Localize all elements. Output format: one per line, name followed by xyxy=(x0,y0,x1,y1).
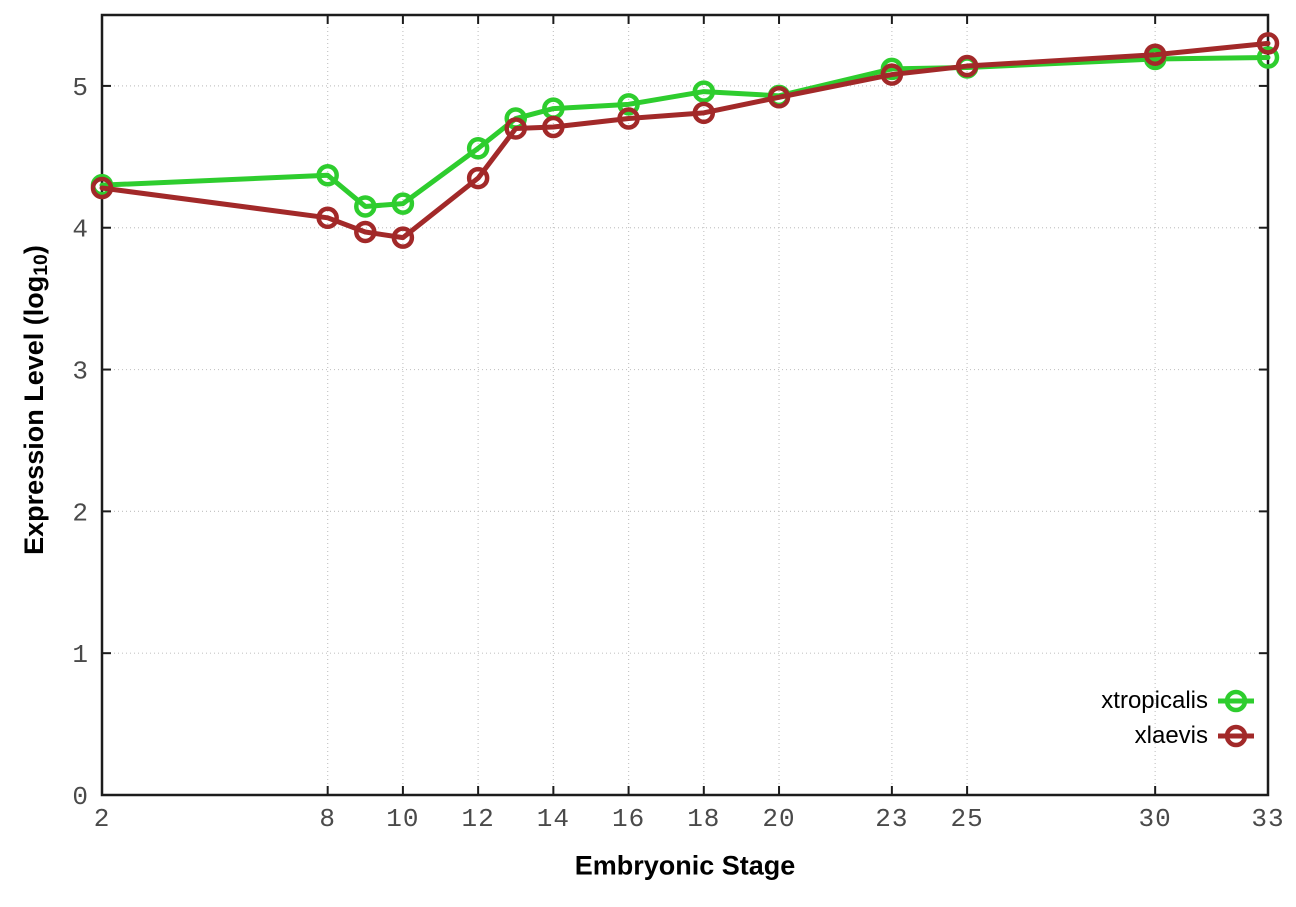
legend-label: xtropicalis xyxy=(1101,687,1208,714)
series-xtropicalis-point xyxy=(617,93,640,116)
legend-label: xlaevis xyxy=(1134,722,1208,749)
series-xtropicalis-point xyxy=(1256,46,1280,69)
y-axis-title-text: Expression Level (log xyxy=(18,275,49,555)
line-marker-swatch-icon xyxy=(1218,689,1254,713)
series-xtropicalis-point xyxy=(692,80,716,103)
y-axis-title-close: ) xyxy=(18,245,49,255)
x-tick-label: 23 xyxy=(875,804,908,834)
legend-item-xlaevis: xlaevis xyxy=(1135,722,1256,750)
series-xlaevis-point xyxy=(316,206,339,230)
x-tick-label: 16 xyxy=(612,804,645,834)
series-xlaevis-point xyxy=(90,176,114,200)
x-tick-label: 30 xyxy=(1139,804,1172,834)
y-tick-label: 1 xyxy=(72,640,89,670)
x-tick-label: 14 xyxy=(537,804,570,834)
x-tick-label: 33 xyxy=(1251,804,1284,834)
series-xlaevis-line xyxy=(99,40,1271,241)
series-xlaevis-point xyxy=(466,166,490,190)
series-xlaevis-point xyxy=(1143,43,1167,66)
x-tick-label: 8 xyxy=(319,804,336,834)
legend: xtropicalis xlaevis xyxy=(1101,687,1256,750)
y-tick-label: 5 xyxy=(72,73,89,103)
series-xlaevis-point xyxy=(617,107,640,130)
series-xtropicalis-point xyxy=(391,192,415,215)
series-xtropicalis-point xyxy=(466,137,490,160)
legend-item-xtropicalis: xtropicalis xyxy=(1101,687,1256,715)
series-xlaevis-point xyxy=(767,86,791,109)
x-tick-label: 12 xyxy=(462,804,495,834)
series-xlaevis-point xyxy=(542,115,565,139)
x-tick-label: 20 xyxy=(762,804,795,834)
series-xlaevis-point xyxy=(955,54,979,78)
series-xlaevis-point xyxy=(1256,32,1280,55)
y-tick-label: 2 xyxy=(72,498,89,528)
x-tick-label: 18 xyxy=(687,804,720,834)
plot-border xyxy=(100,13,1270,797)
y-tick-label: 0 xyxy=(72,782,89,812)
series-xlaevis-point xyxy=(354,220,377,244)
line-marker-swatch-icon xyxy=(1218,724,1254,748)
series-xlaevis-point xyxy=(692,101,716,125)
x-tick-label: 10 xyxy=(386,804,419,834)
series-xtropicalis-point xyxy=(354,195,377,218)
series-xtropicalis-line xyxy=(99,55,1271,209)
y-tick-label: 3 xyxy=(72,357,89,387)
series-xlaevis-point xyxy=(880,63,904,86)
y-tick-label: 4 xyxy=(72,215,89,245)
y-axis-title: Expression Level (log10) xyxy=(19,245,53,555)
x-tick-label: 2 xyxy=(94,804,111,834)
x-tick-label: 25 xyxy=(950,804,983,834)
x-axis-title: Embryonic Stage xyxy=(574,850,796,881)
y-axis-title-subscript: 10 xyxy=(30,254,53,276)
series-xlaevis-point xyxy=(391,226,415,249)
series-xlaevis-point xyxy=(504,117,527,140)
series-xtropicalis-point xyxy=(316,164,339,187)
